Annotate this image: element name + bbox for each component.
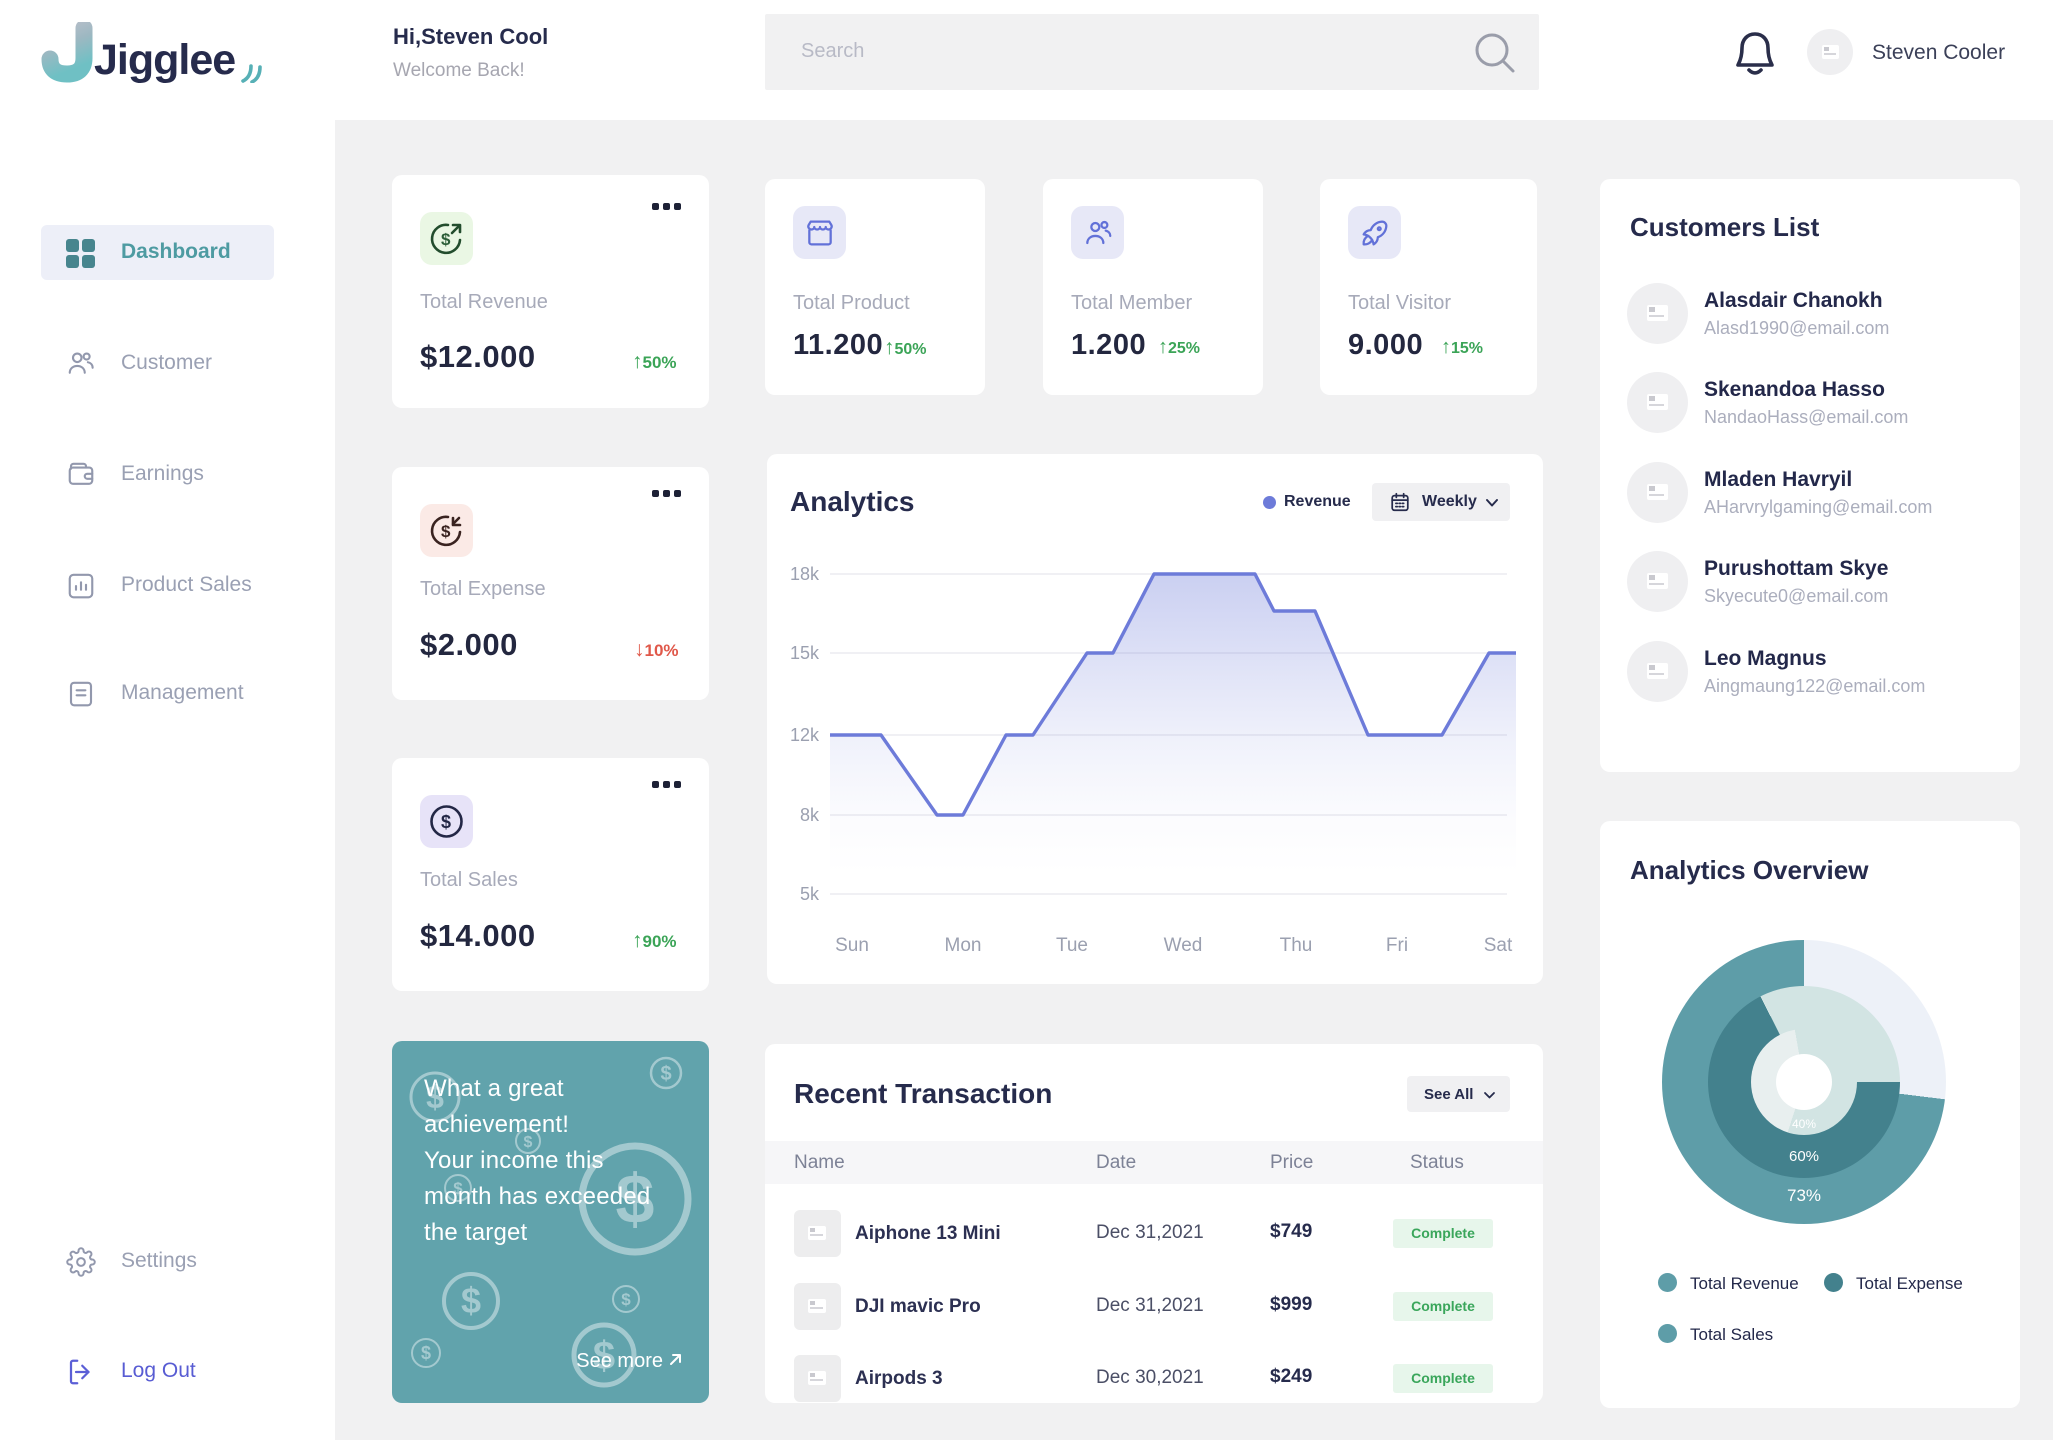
svg-text:5k: 5k <box>800 884 820 904</box>
svg-text:$: $ <box>441 230 451 249</box>
svg-text:Wed: Wed <box>1164 935 1203 956</box>
svg-text:Tue: Tue <box>1056 935 1088 956</box>
svg-text:Sat: Sat <box>1484 935 1513 956</box>
svg-text:$: $ <box>593 1334 615 1378</box>
svg-text:$: $ <box>660 1063 671 1085</box>
svg-text:Fri: Fri <box>1386 935 1408 956</box>
svg-text:Thu: Thu <box>1280 935 1313 956</box>
svg-text:$: $ <box>421 1343 431 1363</box>
svg-text:$: $ <box>616 1160 655 1238</box>
svg-text:$: $ <box>453 1179 463 1198</box>
svg-text:15k: 15k <box>790 643 820 663</box>
svg-text:$: $ <box>621 1290 631 1309</box>
svg-text:8k: 8k <box>800 805 820 825</box>
svg-text:$: $ <box>426 1079 444 1115</box>
svg-text:$: $ <box>441 522 451 541</box>
svg-text:12k: 12k <box>790 725 820 745</box>
svg-text:$: $ <box>441 812 451 832</box>
svg-text:$: $ <box>524 1134 533 1151</box>
svg-text:Mon: Mon <box>945 935 982 956</box>
svg-text:Sun: Sun <box>835 935 869 956</box>
svg-text:18k: 18k <box>790 564 820 584</box>
svg-text:$: $ <box>461 1280 481 1321</box>
